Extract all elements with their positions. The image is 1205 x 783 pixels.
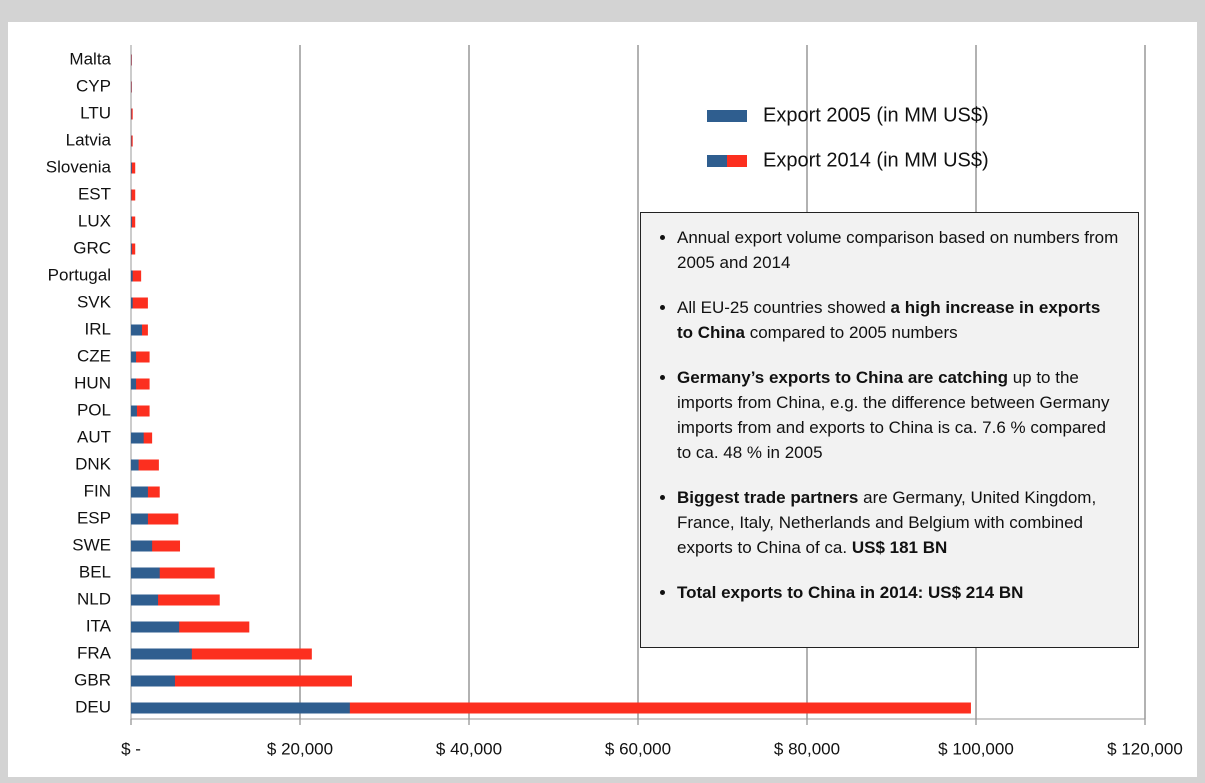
annotation-text: All EU-25 countries showed [677, 298, 891, 317]
bar [131, 108, 133, 120]
bar [131, 675, 352, 687]
x-tick-label: $ 120,000 [1107, 739, 1183, 758]
bar [131, 324, 142, 336]
bar [131, 702, 350, 714]
bar [131, 540, 153, 552]
annotation-text: are Germany, United Kingdom, France, Ita… [677, 488, 1097, 557]
annotation-text: a high increase in exports to China [677, 298, 1101, 342]
bar [131, 297, 148, 309]
x-tick-label: $ 80,000 [774, 739, 840, 758]
bar [131, 648, 192, 660]
bar [131, 459, 159, 471]
bar [131, 216, 136, 228]
annotation-text: Total exports to China in 2014: US$ 214 … [677, 583, 1024, 602]
y-tick-label: DEU [75, 697, 111, 716]
annotation-bullet: Total exports to China in 2014: US$ 214 … [677, 580, 1120, 605]
bar [131, 702, 971, 714]
annotation-text: Biggest trade partners [677, 488, 859, 507]
y-tick-label: POL [77, 400, 111, 419]
bar [131, 594, 159, 606]
bar [131, 540, 181, 552]
annotation-list: Annual export volume comparison based on… [677, 225, 1120, 605]
bar [131, 621, 250, 633]
y-tick-label: FRA [77, 643, 112, 662]
bar [131, 351, 137, 363]
bar [131, 378, 150, 390]
y-tick-label: IRL [85, 319, 111, 338]
bar [131, 567, 215, 579]
y-tick-label: GRC [73, 238, 111, 257]
bar [131, 459, 139, 471]
legend-swatch [707, 110, 747, 122]
annotation-bullet: Germany’s exports to China are catching … [677, 365, 1120, 465]
y-tick-label: Slovenia [46, 157, 112, 176]
bar [131, 405, 150, 417]
bar [131, 216, 132, 228]
y-tick-label: SVK [77, 292, 112, 311]
annotation-bullet: Biggest trade partners are Germany, Unit… [677, 485, 1120, 560]
x-tick-label: $ 100,000 [938, 739, 1014, 758]
annotation-text: up to the imports from China, e.g. the d… [677, 368, 1110, 462]
bar [131, 243, 136, 255]
bar [131, 270, 133, 282]
bar [131, 243, 132, 255]
y-tick-label: EST [78, 184, 111, 203]
bar [131, 189, 136, 201]
bar [131, 594, 220, 606]
y-tick-label: HUN [74, 373, 111, 392]
annotation-bullet: All EU-25 countries showed a high increa… [677, 295, 1120, 345]
bar [131, 270, 142, 282]
y-tick-label: Latvia [66, 130, 112, 149]
bar [131, 162, 132, 174]
x-tick-label: $ 40,000 [436, 739, 502, 758]
x-tick-label: $ 60,000 [605, 739, 671, 758]
y-tick-label: AUT [77, 427, 111, 446]
bar [131, 675, 175, 687]
annotation-text: Germany’s exports to China are catching [677, 368, 1008, 387]
y-tick-label: NLD [77, 589, 111, 608]
y-tick-label: DNK [75, 454, 112, 473]
y-tick-label: Portugal [48, 265, 111, 284]
bar [131, 135, 133, 147]
annotation-text: Annual export volume comparison based on… [677, 228, 1119, 272]
y-tick-label: Malta [69, 49, 111, 68]
bar [131, 486, 148, 498]
bar [131, 513, 179, 525]
bar [131, 513, 148, 525]
x-tick-label: $ - [121, 739, 141, 758]
bar [131, 567, 160, 579]
bar [131, 405, 137, 417]
bar [131, 297, 133, 309]
y-tick-label: ESP [77, 508, 111, 527]
bar [131, 432, 144, 444]
legend-label: Export 2014 (in MM US$) [763, 149, 989, 171]
bar [131, 378, 137, 390]
y-tick-label: FIN [84, 481, 111, 500]
y-tick-label: ITA [86, 616, 112, 635]
y-tick-label: SWE [72, 535, 111, 554]
y-tick-label: BEL [79, 562, 111, 581]
bar [131, 648, 312, 660]
annotation-text: compared to 2005 numbers [745, 323, 958, 342]
annotation-box: Annual export volume comparison based on… [640, 212, 1139, 648]
y-tick-label: CYP [76, 76, 111, 95]
annotation-bullet: Annual export volume comparison based on… [677, 225, 1120, 275]
bar [131, 351, 150, 363]
bar [131, 162, 136, 174]
y-tick-label: CZE [77, 346, 111, 365]
bar [131, 621, 180, 633]
annotation-text: US$ 181 BN [851, 538, 948, 557]
y-tick-label: LUX [78, 211, 111, 230]
legend-swatch [707, 155, 727, 167]
y-tick-label: GBR [74, 670, 111, 689]
legend-label: Export 2005 (in MM US$) [763, 104, 989, 126]
x-tick-label: $ 20,000 [267, 739, 333, 758]
y-tick-label: LTU [80, 103, 111, 122]
